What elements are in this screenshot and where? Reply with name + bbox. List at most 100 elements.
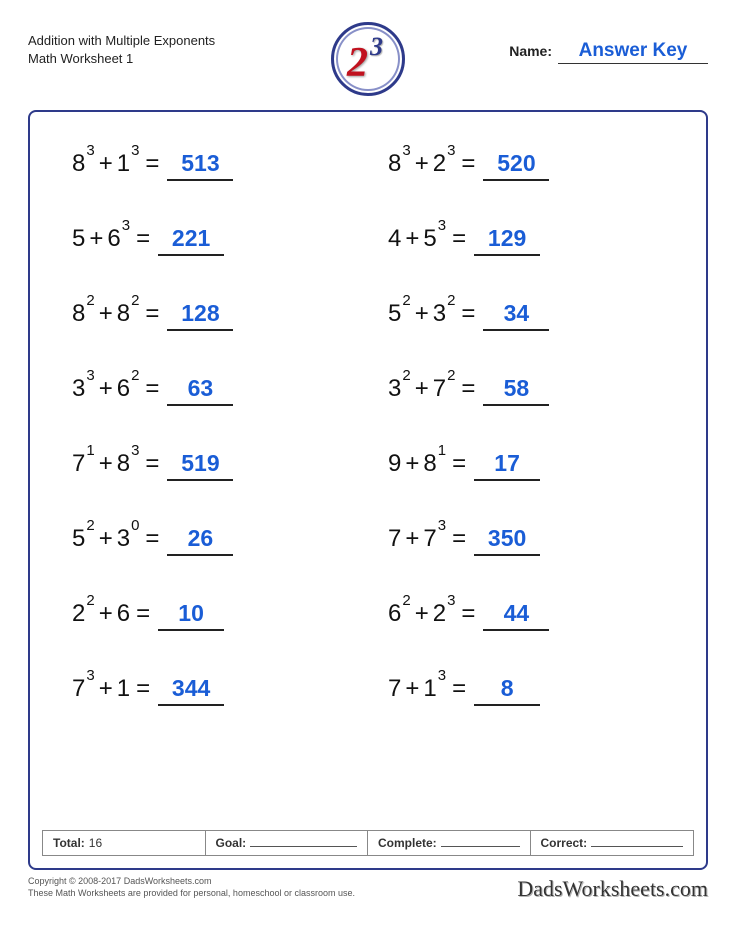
copyright-line-1: Copyright © 2008-2017 DadsWorksheets.com (28, 876, 355, 888)
base: 5 (72, 525, 85, 553)
base: 1 (117, 675, 130, 703)
goal-field[interactable] (250, 836, 357, 847)
base: 3 (117, 525, 130, 553)
problem-11: 52+30=26 (72, 525, 348, 556)
answer-field[interactable]: 26 (167, 525, 233, 556)
base: 5 (388, 300, 401, 328)
complete-cell: Complete: (368, 831, 531, 855)
exponent: 3 (447, 592, 455, 609)
equals: = (136, 675, 150, 703)
exponent: 2 (86, 592, 94, 609)
name-field[interactable]: Answer Key (558, 40, 708, 64)
answer-field[interactable]: 519 (167, 450, 233, 481)
answer-value: 520 (497, 150, 535, 176)
answer-field[interactable]: 34 (483, 300, 549, 331)
exponent: 3 (86, 667, 94, 684)
bottom-bar: Copyright © 2008-2017 DadsWorksheets.com… (28, 876, 708, 902)
expression: 7+13 (388, 675, 446, 703)
operator: + (415, 375, 429, 403)
answer-field[interactable]: 17 (474, 450, 540, 481)
exponent: 2 (131, 292, 139, 309)
expression: 83+23 (388, 150, 455, 178)
operator: + (405, 450, 419, 478)
equals: = (461, 150, 475, 178)
answer-field[interactable]: 128 (167, 300, 233, 331)
title-block: Addition with Multiple Exponents Math Wo… (28, 22, 215, 68)
term-1: 73 (72, 675, 95, 703)
term-1: 52 (72, 525, 95, 553)
problem-2: 83+23= 520 (388, 150, 664, 181)
problem-16: 7+13= 8 (388, 675, 664, 706)
term-2: 6 (117, 600, 130, 628)
problem-8: 32+72=58 (388, 375, 664, 406)
answer-field[interactable]: 10 (158, 600, 224, 631)
logo-exponent: 3 (370, 32, 383, 62)
problem-7: 33+62=63 (72, 375, 348, 406)
name-label: Name: (509, 43, 552, 59)
answer-value: 58 (504, 375, 530, 401)
problem-15: 73+1=344 (72, 675, 348, 706)
equals: = (452, 675, 466, 703)
operator: + (405, 525, 419, 553)
exponent: 1 (438, 442, 446, 459)
term-1: 83 (388, 150, 411, 178)
equals: = (136, 600, 150, 628)
correct-cell: Correct: (531, 831, 694, 855)
term-2: 82 (117, 300, 140, 328)
answer-field[interactable]: 44 (483, 600, 549, 631)
exponent: 3 (438, 217, 446, 234)
base: 7 (433, 375, 446, 403)
base: 7 (423, 525, 436, 553)
expression: 22+6 (72, 600, 130, 628)
term-1: 7 (388, 525, 401, 553)
answer-value: 44 (504, 600, 530, 626)
answer-field[interactable]: 520 (483, 150, 549, 181)
correct-field[interactable] (591, 836, 683, 847)
copyright-block: Copyright © 2008-2017 DadsWorksheets.com… (28, 876, 355, 899)
answer-value: 128 (181, 300, 219, 326)
answer-value: 350 (488, 525, 526, 551)
total-cell: Total: 16 (43, 831, 206, 855)
answer-field[interactable]: 58 (483, 375, 549, 406)
answer-value: 34 (504, 300, 530, 326)
answer-value: 344 (172, 675, 210, 701)
base: 7 (388, 525, 401, 553)
base: 3 (388, 375, 401, 403)
operator: + (99, 450, 113, 478)
operator: + (99, 525, 113, 553)
expression: 83+13 (72, 150, 139, 178)
exponent: 2 (402, 367, 410, 384)
base: 8 (388, 150, 401, 178)
answer-field[interactable]: 63 (167, 375, 233, 406)
exponent: 2 (86, 517, 94, 534)
answer-field[interactable]: 221 (158, 225, 224, 256)
base: 7 (388, 675, 401, 703)
answer-field[interactable]: 8 (474, 675, 540, 706)
answer-field[interactable]: 129 (474, 225, 540, 256)
answer-value: 129 (488, 225, 526, 251)
equals: = (452, 525, 466, 553)
exponent: 3 (438, 667, 446, 684)
answer-value: 8 (501, 675, 514, 701)
answer-value: 519 (181, 450, 219, 476)
operator: + (99, 300, 113, 328)
goal-cell: Goal: (206, 831, 369, 855)
operator: + (415, 600, 429, 628)
answer-value: 17 (494, 450, 520, 476)
exponent: 0 (131, 517, 139, 534)
term-1: 5 (72, 225, 85, 253)
base: 1 (117, 150, 130, 178)
expression: 82+82 (72, 300, 139, 328)
complete-label: Complete: (378, 836, 437, 850)
answer-field[interactable]: 513 (167, 150, 233, 181)
exponent: 2 (447, 367, 455, 384)
answer-field[interactable]: 350 (474, 525, 540, 556)
term-1: 9 (388, 450, 401, 478)
equals: = (461, 300, 475, 328)
complete-field[interactable] (441, 836, 520, 847)
term-1: 83 (72, 150, 95, 178)
answer-value: 10 (178, 600, 204, 626)
term-2: 23 (433, 600, 456, 628)
expression: 7+73 (388, 525, 446, 553)
answer-field[interactable]: 344 (158, 675, 224, 706)
